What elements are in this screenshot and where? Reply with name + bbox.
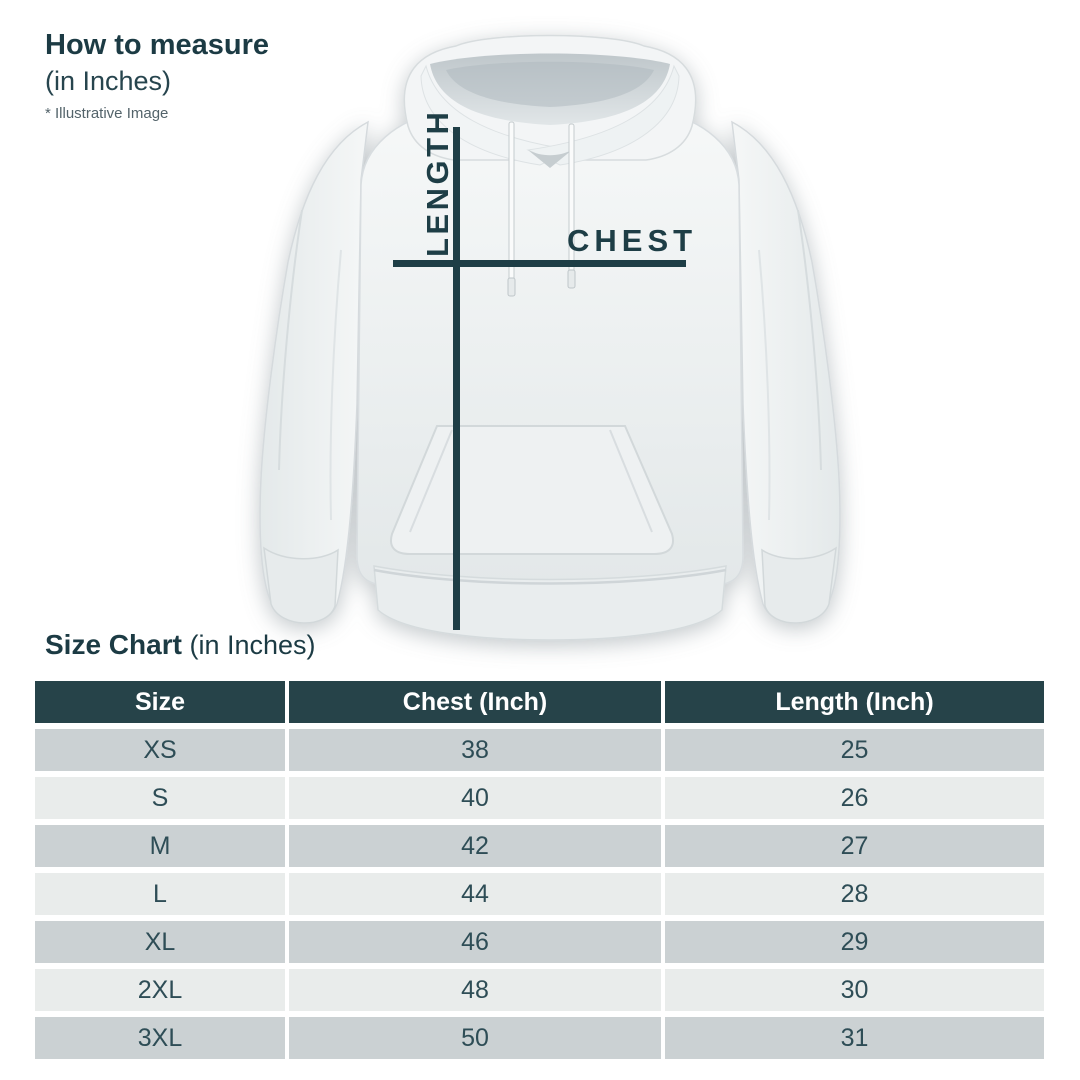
left-cuff [263, 546, 339, 624]
column-header-length: Length (Inch) [665, 681, 1044, 723]
cell-size: S [35, 777, 285, 819]
cell-chest: 38 [289, 729, 661, 771]
table-row-xs: XS 38 25 [35, 729, 1044, 771]
pocket-stitch [609, 429, 653, 533]
illustrative-note: * Illustrative Image [45, 104, 169, 122]
size-chart-heading: Size Chart (in Inches) [45, 629, 316, 661]
right-sleeve-crease [797, 209, 822, 471]
column-header-size: Size [35, 681, 285, 723]
hoodie-illustration: LENGTH CHEST [240, 0, 860, 641]
cell-length: 29 [665, 921, 1044, 963]
drawstring-left [508, 121, 515, 281]
right-cuff [761, 546, 837, 624]
column-header-chest: Chest (Inch) [289, 681, 661, 723]
cell-chest: 40 [289, 777, 661, 819]
cell-size: XL [35, 921, 285, 963]
pocket-stitch [409, 429, 453, 533]
table-row-2xl: 2XL 48 30 [35, 969, 1044, 1011]
cell-length: 26 [665, 777, 1044, 819]
chest-label: CHEST [567, 223, 697, 258]
table-row-l: L 44 28 [35, 873, 1044, 915]
table-row-xl: XL 46 29 [35, 921, 1044, 963]
left-sleeve [259, 120, 369, 623]
table-row-3xl: 3XL 50 31 [35, 1017, 1044, 1059]
table-row-m: M 42 27 [35, 825, 1044, 867]
cell-size: 3XL [35, 1017, 285, 1059]
pocket [390, 425, 674, 555]
cell-size: M [35, 825, 285, 867]
cell-size: XS [35, 729, 285, 771]
drawstring-left-aglet [507, 277, 516, 297]
size-chart-table: Size Chest (Inch) Length (Inch) XS 38 25… [35, 681, 1044, 1065]
cell-length: 30 [665, 969, 1044, 1011]
cell-chest: 44 [289, 873, 661, 915]
hoodie-shape-group [259, 34, 841, 641]
hoodie-svg: LENGTH CHEST [259, 34, 841, 641]
left-sleeve-crease [329, 249, 342, 521]
table-row-s: S 40 26 [35, 777, 1044, 819]
collar-v-shadow [528, 150, 572, 168]
waistband [373, 565, 727, 641]
right-sleeve-crease [758, 249, 771, 521]
cell-chest: 42 [289, 825, 661, 867]
table-header-row: Size Chest (Inch) Length (Inch) [35, 681, 1044, 723]
drawstring-right-aglet [567, 269, 576, 289]
page-title: How to measure [45, 29, 269, 61]
page-subtitle: (in Inches) [45, 65, 172, 96]
cell-size: L [35, 873, 285, 915]
size-chart-heading-suffix: (in Inches) [189, 630, 316, 660]
cell-length: 28 [665, 873, 1044, 915]
length-label: LENGTH [420, 109, 455, 257]
size-chart-heading-bold: Size Chart [45, 629, 182, 660]
right-sleeve [731, 120, 841, 623]
left-sleeve-crease [278, 209, 303, 471]
hood-inner-shadow [446, 61, 654, 107]
waistband-seam [373, 568, 727, 585]
cell-length: 31 [665, 1017, 1044, 1059]
cell-chest: 48 [289, 969, 661, 1011]
cell-chest: 46 [289, 921, 661, 963]
cell-chest: 50 [289, 1017, 661, 1059]
cell-size: 2XL [35, 969, 285, 1011]
cell-length: 27 [665, 825, 1044, 867]
how-to-measure-block: How to measure (in Inches) * Illustrativ… [45, 29, 269, 122]
cell-length: 25 [665, 729, 1044, 771]
